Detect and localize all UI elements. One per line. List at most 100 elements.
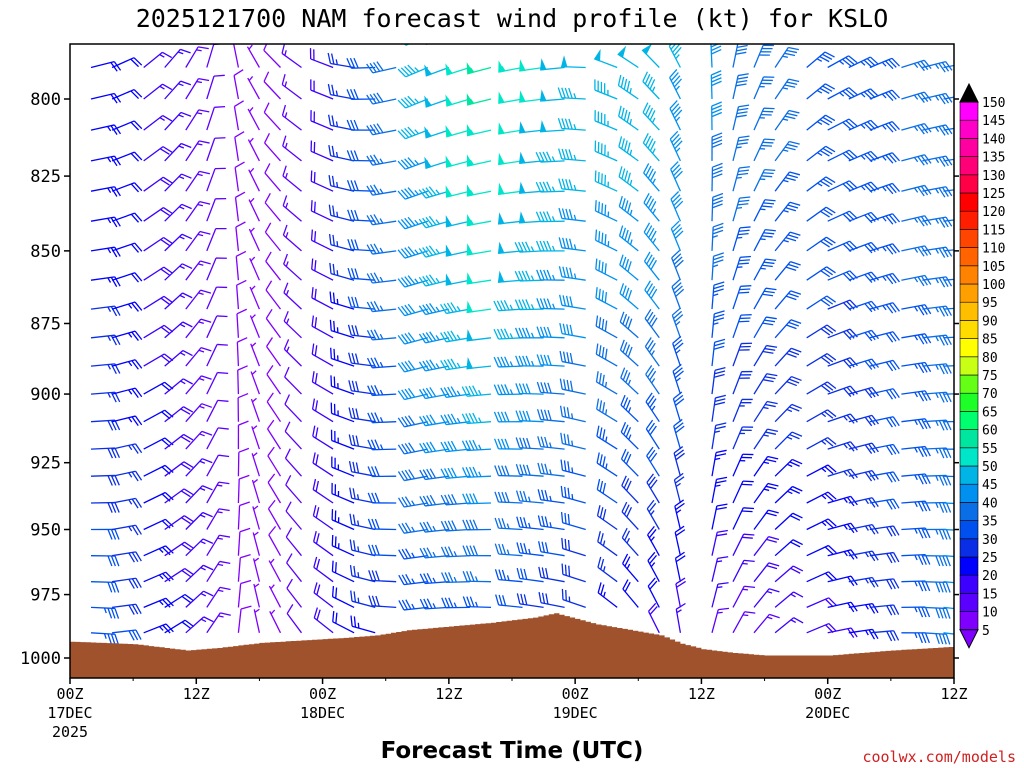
wind-barb (753, 44, 774, 68)
wind-barb (753, 509, 779, 530)
wind-barb (670, 220, 684, 252)
wind-barb (869, 57, 900, 70)
colorbar-swatch (959, 156, 979, 176)
wind-barb (943, 502, 954, 505)
terrain-surface (70, 613, 954, 678)
wind-barb (185, 260, 211, 281)
wind-barb (397, 216, 429, 230)
wind-barb (111, 242, 143, 253)
wind-barb (330, 402, 355, 423)
wind-barb (311, 258, 334, 281)
wind-barb (711, 449, 727, 477)
wind-barb (397, 126, 429, 140)
chart-title: 2025121700 NAM forecast wind profile (kt… (136, 4, 889, 33)
wind-barb (827, 441, 858, 452)
wind-barb (774, 231, 801, 252)
wind-barb (643, 163, 660, 192)
wind-barb (869, 89, 900, 102)
wind-barb (774, 591, 804, 608)
wind-barb (143, 176, 173, 192)
wind-barb (594, 229, 618, 252)
wind-barb (269, 609, 282, 634)
wind-barb (732, 507, 755, 530)
wind-barb (643, 192, 660, 222)
wind-barb (418, 215, 450, 229)
wind-barb (445, 244, 471, 257)
wind-barb (514, 299, 544, 311)
wind-barb (281, 104, 302, 131)
wind-barb (806, 83, 836, 100)
wind-barb (595, 258, 618, 281)
wind-barb (367, 544, 397, 557)
wind-barb (366, 154, 397, 166)
wind-barb (164, 349, 193, 367)
wind-barb (943, 335, 954, 339)
wind-barb (943, 581, 954, 585)
wind-barb (493, 356, 523, 368)
wind-barb (233, 100, 244, 131)
wind-barb (90, 528, 120, 540)
wind-barb (901, 59, 932, 72)
colorbar-swatch (959, 465, 979, 485)
wind-barb (268, 558, 282, 583)
wind-barb (206, 399, 229, 422)
wind-barb (774, 458, 803, 477)
wind-barb (419, 414, 450, 427)
credit-text: coolwx.com/models (862, 748, 1016, 766)
wind-barb (266, 337, 282, 367)
wind-barb (901, 554, 931, 566)
wind-barb (419, 573, 449, 585)
colorbar-swatch (959, 411, 979, 430)
wind-barb (943, 62, 954, 69)
wind-barb (206, 74, 225, 100)
wind-barb (515, 355, 544, 367)
wind-barb (445, 155, 471, 168)
wind-barb (943, 277, 954, 281)
wind-barb (310, 200, 334, 222)
wind-barb (943, 156, 954, 162)
wind-barb (90, 419, 121, 431)
wind-barb (164, 541, 194, 557)
wind-barb (185, 77, 210, 100)
wind-barb (267, 446, 282, 477)
wind-barb (366, 123, 397, 136)
wind-barb (827, 495, 858, 507)
wind-barb (922, 555, 951, 567)
wind-barb (445, 125, 471, 138)
x-tick-label: 12Z (940, 685, 967, 703)
wind-barb (164, 567, 194, 583)
wind-barb (711, 222, 724, 251)
wind-barb (943, 555, 954, 559)
wind-barb (185, 375, 212, 395)
wind-barb (461, 412, 492, 425)
wind-barb (445, 215, 471, 228)
wind-barb (516, 542, 544, 557)
wind-barb (669, 100, 683, 131)
wind-barb (311, 287, 334, 310)
wind-barb (281, 74, 302, 100)
wind-barb (869, 578, 900, 590)
wind-barb (596, 398, 618, 423)
wind-barb (397, 387, 428, 401)
wind-barb (711, 101, 723, 131)
colorbar-label: 15 (982, 587, 998, 602)
wind-barb (646, 473, 660, 504)
wind-barb (497, 270, 523, 283)
wind-barb (494, 569, 523, 583)
wind-barb (753, 344, 778, 367)
wind-barb (237, 605, 252, 633)
wind-barb (111, 415, 143, 427)
colorbar-swatch (959, 210, 979, 230)
wind-barb (753, 287, 777, 310)
wind-barb (560, 512, 586, 531)
wind-barb (674, 499, 685, 530)
wind-barb (645, 364, 660, 395)
wind-barb (869, 331, 900, 343)
wind-barb (621, 475, 639, 504)
wind-barb (349, 513, 376, 531)
wind-barb (284, 421, 302, 450)
wind-barb (418, 302, 450, 316)
wind-barb (462, 570, 492, 583)
colorbar-label: 65 (982, 405, 998, 420)
colorbar-label: 95 (982, 296, 998, 311)
